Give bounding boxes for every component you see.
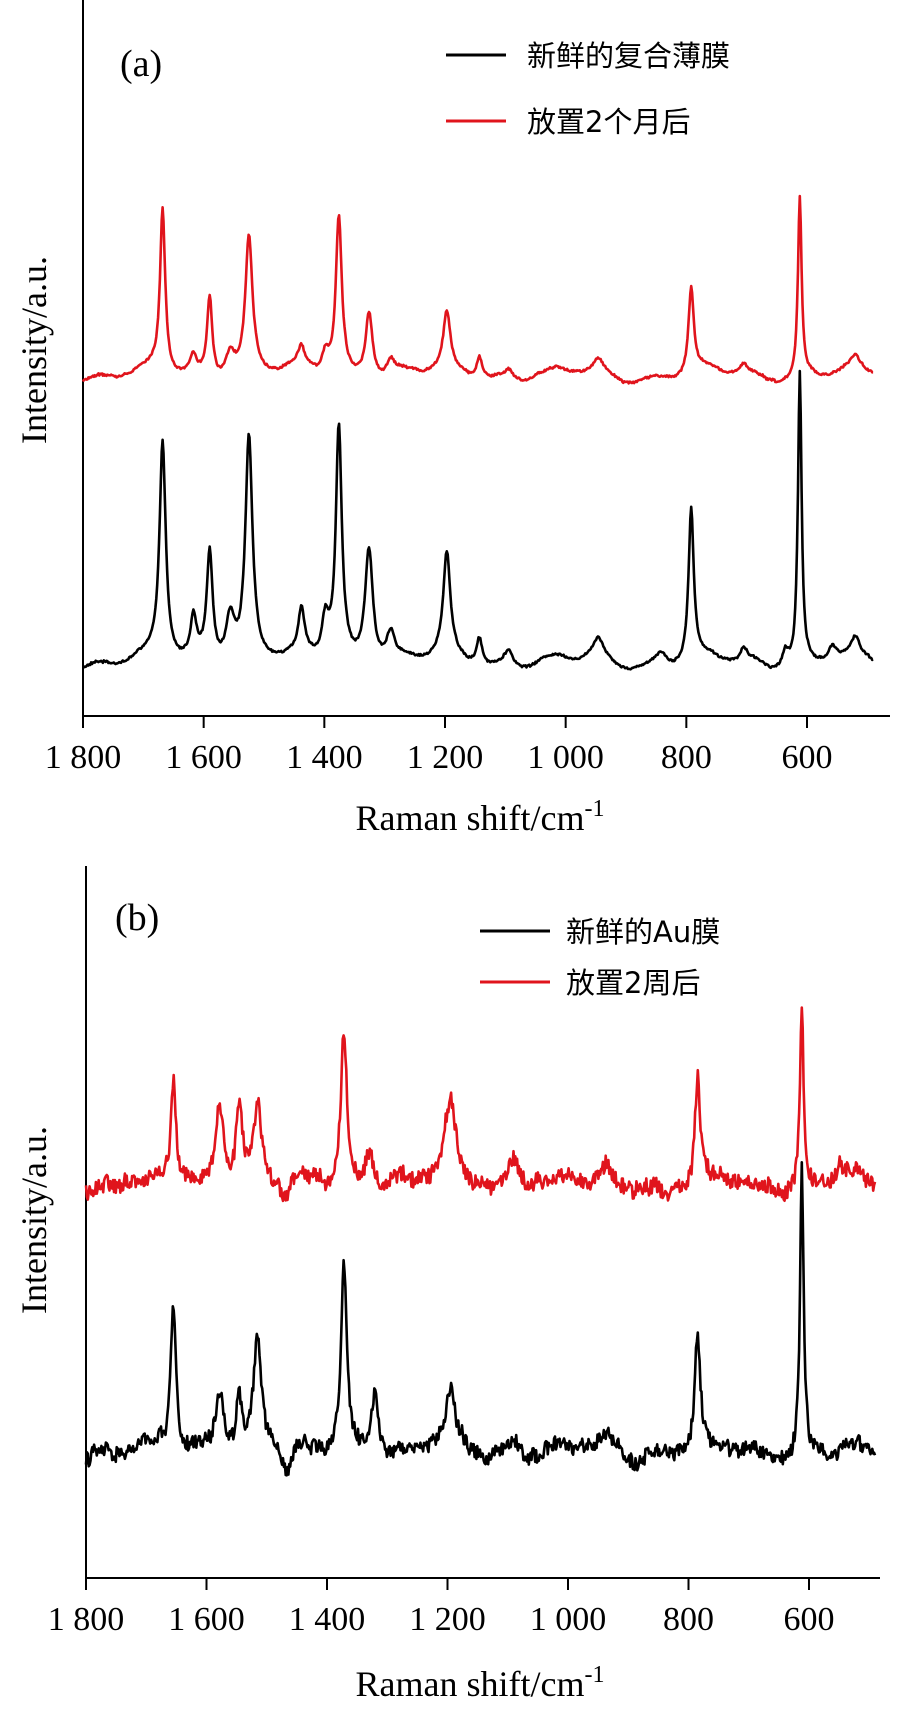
- x-tick-label: 1 600: [165, 739, 242, 776]
- x-tick-label: 1 800: [48, 1601, 125, 1638]
- x-tick-label: 1 800: [45, 739, 122, 776]
- legend-label-fresh-a: 新鲜的复合薄膜: [527, 39, 730, 73]
- y-axis-title-a: Intensity/a.u.: [14, 256, 54, 444]
- legend-label-aged-b: 放置2周后: [566, 966, 700, 1000]
- x-axis-title-b: Raman shift/cm-1: [356, 1662, 605, 1704]
- x-ticks-b: 1 800 1 600 1 400 1 200 1 000 800 600: [48, 1578, 835, 1638]
- series-line-fresh: [82, 369, 874, 671]
- x-tick-label: 1 200: [407, 739, 484, 776]
- legend-label-aged-a: 放置2个月后: [527, 105, 690, 139]
- legend-a: 新鲜的复合薄膜 放置2个月后: [446, 39, 730, 139]
- x-tick-label: 1 000: [530, 1601, 607, 1638]
- x-tick-label: 800: [661, 739, 712, 776]
- series-group-a: [81, 194, 874, 671]
- panel-b: 1 800 1 600 1 400 1 200 1 000 800 600 (b) 新鲜的A…: [14, 866, 880, 1704]
- series-line-fresh: [84, 1161, 877, 1477]
- series-line-aged: [84, 1006, 877, 1203]
- legend-b: 新鲜的Au膜 放置2周后: [480, 915, 720, 1000]
- legend-label-fresh-b: 新鲜的Au膜: [566, 915, 720, 949]
- panel-label-b: (b): [115, 897, 159, 939]
- x-tick-label: 1 400: [286, 739, 363, 776]
- y-axis-title-b: Intensity/a.u.: [14, 1126, 54, 1314]
- series-group-b: [84, 1006, 877, 1477]
- panel-label-a: (a): [120, 43, 162, 85]
- x-axis-title-a: Raman shift/cm-1: [356, 796, 605, 838]
- x-tick-label: 1 600: [168, 1601, 245, 1638]
- x-tick-label: 1 400: [289, 1601, 366, 1638]
- x-tick-label: 600: [782, 739, 833, 776]
- x-ticks-a: 1 800 1 600 1 400 1 200 1 000 800 600: [45, 716, 833, 776]
- series-line-aged: [81, 194, 874, 385]
- panel-a: 1 800 1 600 1 400 1 200 1 000 800 600 (a) 新鲜的复…: [14, 0, 890, 838]
- x-tick-label: 600: [784, 1601, 835, 1638]
- x-tick-label: 800: [663, 1601, 714, 1638]
- x-tick-label: 1 200: [409, 1601, 486, 1638]
- x-tick-label: 1 000: [527, 739, 604, 776]
